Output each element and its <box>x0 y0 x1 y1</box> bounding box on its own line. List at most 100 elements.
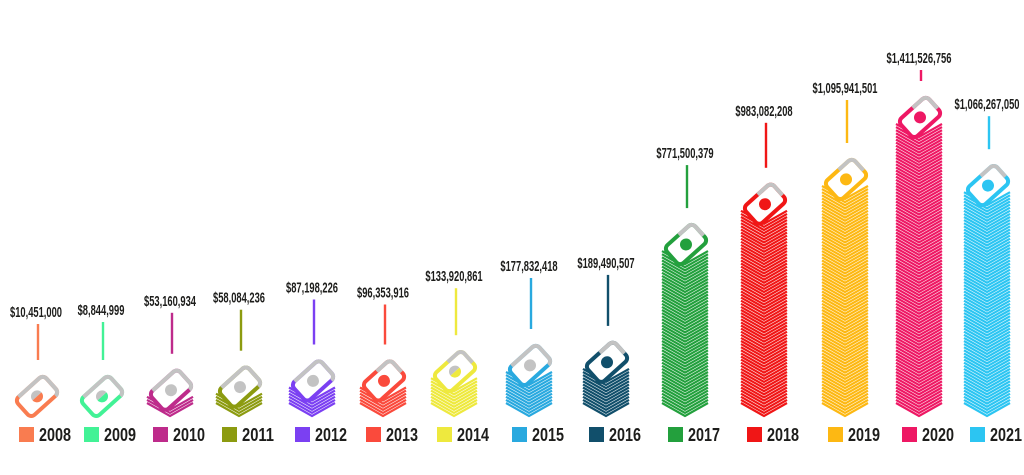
banknote-stack-icon <box>895 95 943 418</box>
stack-layer <box>821 188 869 204</box>
banknote-gray-edge <box>677 222 705 237</box>
legend-item-2016: 2016 <box>589 425 641 445</box>
banknote-icon <box>507 343 553 387</box>
stack-layer <box>661 321 709 337</box>
stack-layer <box>740 293 788 309</box>
chart-column-2013: $96,353,916 2013 <box>357 285 418 446</box>
stack-layer <box>821 389 869 405</box>
stack-layer <box>288 398 336 415</box>
stack-layer <box>359 395 407 412</box>
stack-layer <box>359 389 407 405</box>
stack-layer <box>740 318 788 334</box>
stack-layer <box>740 352 788 368</box>
stack-layer <box>661 268 709 284</box>
stack-layer <box>821 234 869 250</box>
stack-layer <box>895 191 943 207</box>
stack-layer <box>661 312 709 328</box>
stack-layer <box>821 259 869 275</box>
banknote-gray-edge <box>375 359 403 374</box>
banknote-stack-icon <box>359 359 407 418</box>
legend-item-2013: 2013 <box>366 425 418 445</box>
stack-layer <box>895 324 943 340</box>
stack-layer <box>661 262 709 278</box>
stack-layer <box>740 392 788 408</box>
stack-layer <box>895 166 943 182</box>
banknote-seal-top <box>31 390 42 401</box>
stack-layer <box>895 318 943 334</box>
leader-line <box>239 309 243 351</box>
stack-layer <box>895 147 943 164</box>
stack-layer <box>661 324 709 340</box>
stack-layer <box>740 386 788 402</box>
stack-layer <box>963 377 1011 393</box>
stack-layer <box>740 315 788 331</box>
stack-layer <box>821 398 869 415</box>
stack-layer <box>895 262 943 278</box>
stack-layer <box>661 343 709 359</box>
stack-layer <box>895 278 943 294</box>
stack-layer <box>895 200 943 216</box>
chart-column-2014: $133,920,861 2014 <box>425 268 489 445</box>
stack-layer <box>740 259 788 275</box>
stack-layer <box>895 380 943 396</box>
stack-layer <box>740 302 788 319</box>
stack-layer <box>821 212 869 229</box>
chart-column-2012: $87,198,226 2012 <box>286 280 347 446</box>
stack-layer <box>740 237 788 253</box>
stack-layer <box>740 247 788 263</box>
stack-layer <box>963 395 1011 412</box>
banknote-gray-edge <box>837 157 865 172</box>
stack-layer <box>895 216 943 232</box>
stack-layer <box>963 296 1011 312</box>
stack-layer <box>895 169 943 185</box>
legend-year-label: 2008 <box>39 425 71 445</box>
leader-line <box>312 299 316 345</box>
stack-layer <box>430 398 478 415</box>
stack-layer <box>821 290 869 306</box>
stack-layer <box>895 259 943 275</box>
stack-layer <box>661 315 709 331</box>
banknote-seal <box>524 359 536 372</box>
stack-layer <box>895 247 943 263</box>
legend-swatch <box>589 427 604 442</box>
stack-layer <box>963 336 1011 353</box>
stack-layer <box>963 284 1011 300</box>
stack-layer <box>661 361 709 377</box>
chart-column-2020: $1,411,526,756 2020 <box>887 50 955 445</box>
banknote-stack-icon <box>821 157 869 418</box>
banknote-gray-edge <box>293 359 336 383</box>
stack-layer <box>895 268 943 284</box>
leader-line <box>383 304 387 345</box>
stack-layer <box>821 364 869 381</box>
stack-layer <box>821 333 869 350</box>
stack-layer <box>821 250 869 266</box>
value-label: $87,198,226 <box>286 280 338 297</box>
stack-layer <box>963 268 1011 284</box>
leader-line <box>845 100 849 143</box>
chart-column-2008: $10,451,000 2008 <box>10 304 71 445</box>
leader-line <box>919 70 923 81</box>
chart-column-2017: $771,500,379 2017 <box>656 145 720 445</box>
stack-layer <box>740 361 788 377</box>
legend-year-label: 2020 <box>922 425 954 445</box>
stack-layer <box>963 392 1011 408</box>
stack-layer <box>661 402 709 418</box>
banknote-stack-icon <box>288 359 336 418</box>
stack-layer <box>963 343 1011 359</box>
banknote-gray-edge <box>510 343 553 368</box>
value-label: $10,451,000 <box>10 304 62 321</box>
stack-layer <box>963 203 1011 219</box>
stack-layer <box>582 377 630 393</box>
stack-layer <box>963 398 1011 415</box>
stack-layer <box>288 389 336 405</box>
banknote-stack-icon <box>215 365 263 418</box>
legend-item-2015: 2015 <box>512 425 564 445</box>
legend-year-label: 2018 <box>767 425 799 445</box>
stack-layer <box>740 377 788 393</box>
stack-layer <box>215 395 263 412</box>
stack-layer <box>740 371 788 387</box>
legend-year-label: 2021 <box>990 425 1022 445</box>
stack-layer <box>963 256 1011 272</box>
stack-layer <box>740 228 788 244</box>
stack-layer <box>963 383 1011 399</box>
